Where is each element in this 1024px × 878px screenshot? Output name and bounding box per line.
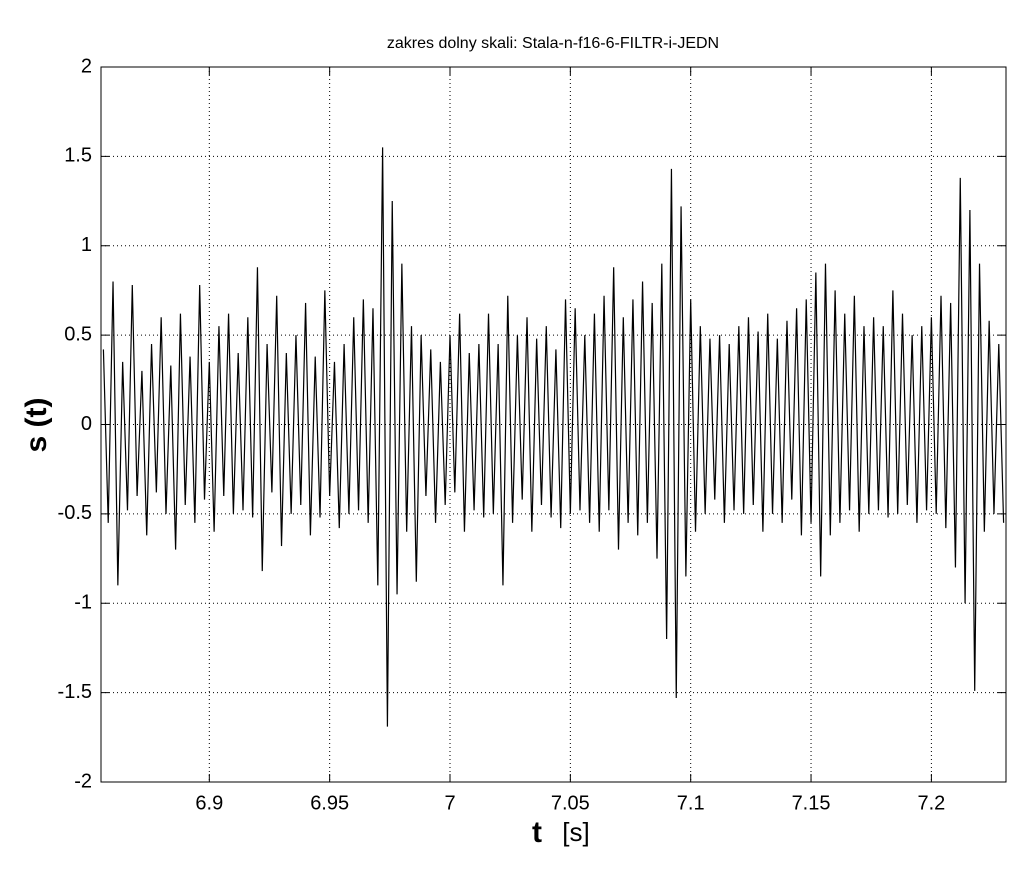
y-tick-label: 2	[81, 55, 92, 77]
x-axis-unit: [s]	[562, 817, 589, 847]
y-axis-label: s (t)	[20, 398, 53, 453]
x-tick-label: 6.9	[195, 792, 223, 814]
y-tick-label: -0.5	[58, 502, 92, 524]
x-tick-label: 6.95	[310, 792, 349, 814]
y-tick-label: 1.5	[64, 145, 92, 167]
y-tick-label: -1.5	[58, 681, 92, 703]
x-tick-label: 7.15	[792, 792, 831, 814]
chart-title: zakres dolny skali: Stala-n-f16-6-FILTR-…	[387, 35, 719, 52]
y-tick-label: 0.5	[64, 323, 92, 345]
signal-line	[102, 147, 1005, 727]
y-tick-label: 0	[81, 413, 92, 435]
y-tick-label: 1	[81, 234, 92, 256]
x-tick-label: 7.05	[551, 792, 590, 814]
y-tick-label: -1	[74, 592, 92, 614]
x-axis-label: t	[532, 816, 542, 849]
x-tick-label: 7	[444, 792, 455, 814]
x-tick-label: 7.1	[677, 792, 705, 814]
plot-frame	[100, 66, 1007, 783]
x-tick-label: 7.2	[917, 792, 945, 814]
y-tick-label: -2	[74, 770, 92, 792]
